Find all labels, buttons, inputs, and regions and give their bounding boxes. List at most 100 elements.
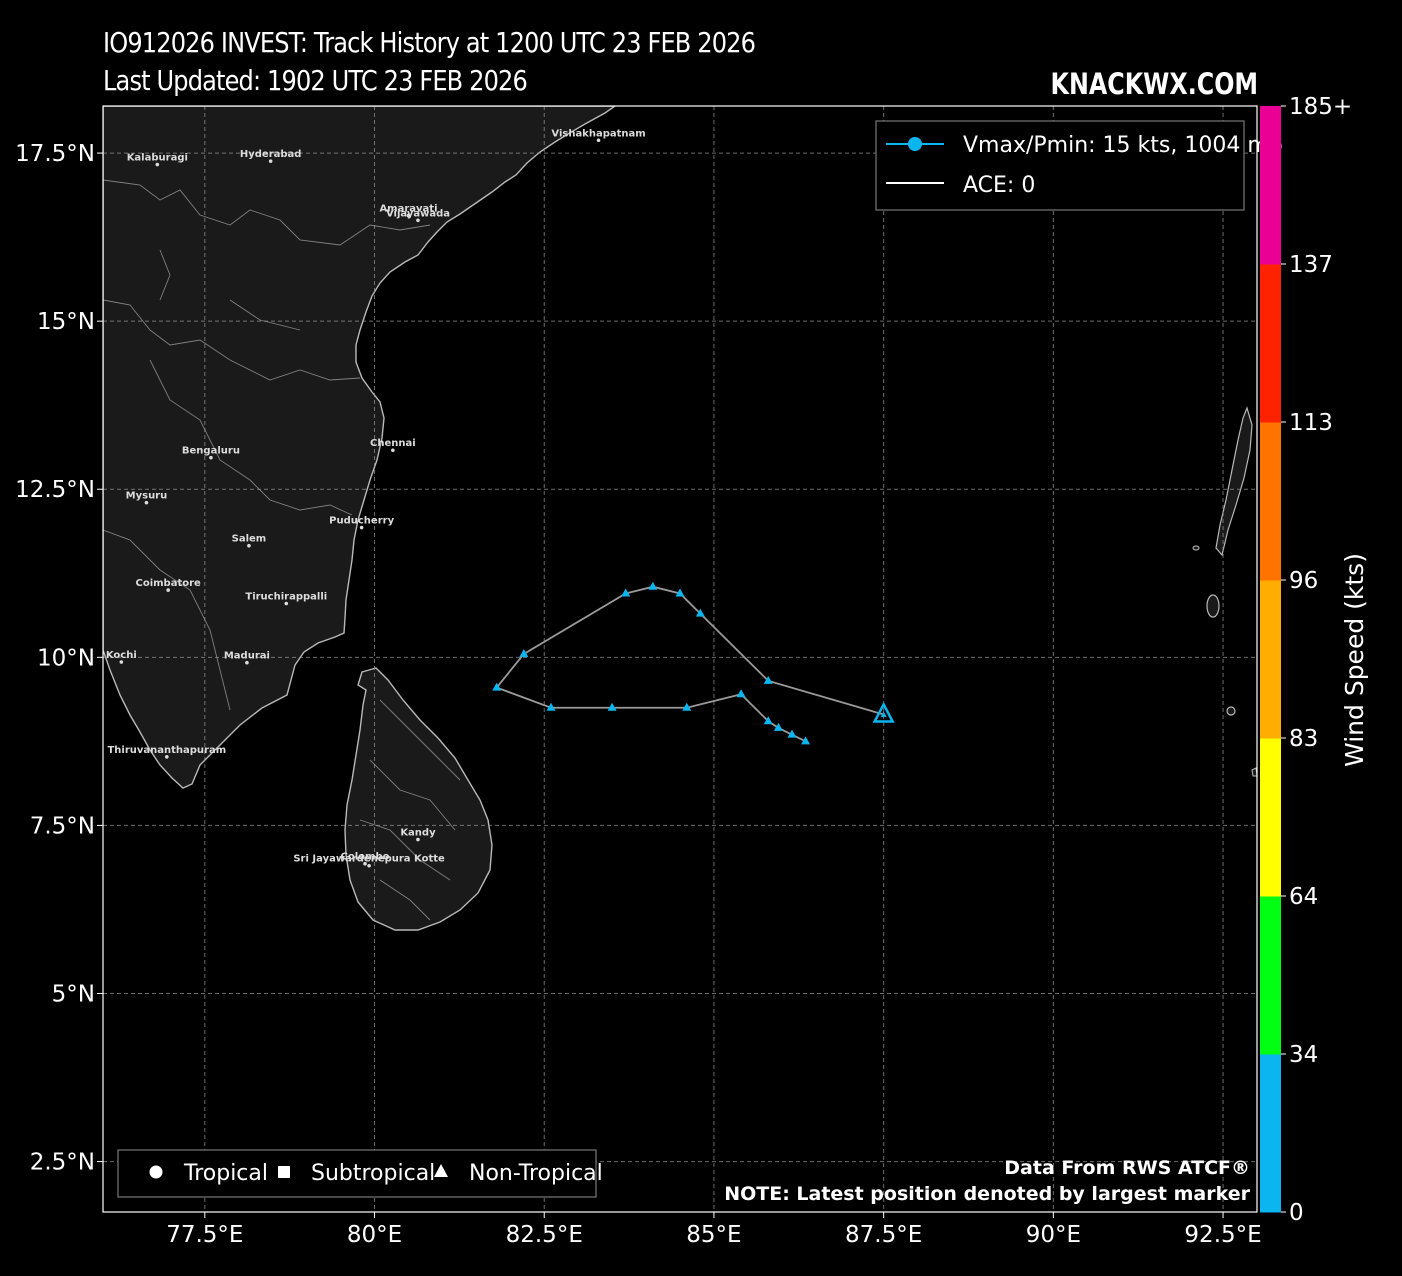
map-frame xyxy=(102,105,1258,1213)
legend-vmax-marker xyxy=(908,137,922,151)
legend-square-marker xyxy=(278,1166,290,1178)
track-point-marker xyxy=(492,682,502,691)
land-little-andaman xyxy=(1206,594,1220,618)
colorbar-tick-label: 83 xyxy=(1289,726,1318,752)
legend-nontropical-label: Non-Tropical xyxy=(469,1161,603,1186)
city-label: Coimbatore xyxy=(136,578,202,589)
land-sri-lanka xyxy=(344,667,493,931)
city-marker xyxy=(363,861,367,866)
city-label: Madurai xyxy=(224,651,270,662)
track-point-marker xyxy=(675,588,685,597)
colorbar-tick-label: 113 xyxy=(1289,410,1333,436)
y-tick-label: 7.5°N xyxy=(30,813,95,839)
city-marker xyxy=(155,162,160,167)
colorbar-segment xyxy=(1260,264,1281,423)
y-tick-label: 17.5°N xyxy=(15,141,95,167)
city-marker xyxy=(406,213,411,218)
city-label: Kochi xyxy=(106,650,137,661)
city-marker xyxy=(367,863,371,868)
city-marker xyxy=(284,601,289,606)
track-point-marker xyxy=(801,736,811,745)
y-tick-label: 10°N xyxy=(37,645,95,671)
land-andaman-islands xyxy=(1215,406,1253,557)
y-tick-label: 2.5°N xyxy=(30,1150,95,1176)
track-point-marker xyxy=(682,702,692,711)
city-label: Vishakhapatnam xyxy=(551,128,645,139)
track-point-marker xyxy=(546,702,556,711)
city-marker xyxy=(596,138,601,143)
track-point-marker xyxy=(763,716,773,725)
city-label: Hyderabad xyxy=(240,149,302,160)
land-islet xyxy=(1192,545,1200,551)
x-tick-label: 92.5°E xyxy=(1184,1222,1261,1248)
legend-circle-marker xyxy=(149,1165,163,1179)
city-marker xyxy=(119,660,124,664)
city-marker xyxy=(144,500,149,505)
city-label: Sri Jayawardenepura Kotte xyxy=(293,854,445,865)
city-label: Colombo xyxy=(341,852,390,863)
colorbar-tick-label: 96 xyxy=(1289,568,1318,594)
city-label: Thiruvananthapuram xyxy=(107,745,226,756)
legend-triangle-marker xyxy=(434,1164,448,1177)
track-point-marker xyxy=(648,581,658,590)
track-latest-marker xyxy=(872,701,895,723)
track-point-marker xyxy=(736,689,746,698)
colorbar-tick-label: 34 xyxy=(1289,1042,1318,1068)
track-point-marker xyxy=(519,648,529,657)
legend-top: Vmax/Pmin: 15 kts, 1004 mb ACE: 0 xyxy=(875,120,1283,211)
legend-top-box xyxy=(875,120,1245,211)
city-marker xyxy=(416,837,420,842)
legend-vmax-label: Vmax/Pmin: 15 kts, 1004 mb xyxy=(963,133,1283,158)
city-label: Kandy xyxy=(400,828,436,839)
chart-title: IO912026 INVEST: Track History at 1200 U… xyxy=(103,26,756,59)
colorbar-segment xyxy=(1260,422,1281,581)
x-tick-label: 80°E xyxy=(347,1222,402,1248)
track-point-marker xyxy=(763,675,773,684)
x-tick-label: 77.5°E xyxy=(166,1222,243,1248)
track-line xyxy=(495,585,884,743)
city-marker xyxy=(416,218,420,223)
colorbar-segment xyxy=(1260,580,1281,739)
legend-bottom-box xyxy=(117,1149,597,1198)
track-point-marker xyxy=(787,729,797,738)
track-point-marker xyxy=(695,608,705,617)
data-source-note: Data From RWS ATCF® xyxy=(1004,1157,1250,1179)
colorbar-tick-label: 64 xyxy=(1289,884,1318,910)
track-point-marker xyxy=(607,702,617,711)
track-point-marker xyxy=(773,722,783,731)
colorbar: 0 34 64 83 96 113 137 185+ xyxy=(1260,94,1352,1226)
city-marker xyxy=(268,159,273,163)
city-marker xyxy=(247,543,251,548)
land-nicobar-islet xyxy=(1251,767,1257,777)
x-tick-label: 85°E xyxy=(686,1222,741,1248)
x-tick-label: 90°E xyxy=(1026,1222,1081,1248)
x-tick-label: 87.5°E xyxy=(845,1222,922,1248)
chart-subtitle: Last Updated: 1902 UTC 23 FEB 2026 xyxy=(103,64,528,97)
land-india xyxy=(103,106,617,789)
city-label: Tiruchirappalli xyxy=(245,592,327,603)
legend-subtropical-label: Subtropical xyxy=(311,1161,435,1186)
colorbar-segment xyxy=(1260,896,1281,1055)
y-tick-label: 15°N xyxy=(37,309,95,335)
city-marker xyxy=(165,755,169,759)
city-label: Salem xyxy=(232,534,267,545)
city-label: Chennai xyxy=(370,438,416,449)
colorbar-label: Wind Speed (kts) xyxy=(1340,553,1369,767)
legend-ace-label: ACE: 0 xyxy=(963,173,1035,198)
brand-watermark: KNACKWX.COM xyxy=(1050,67,1258,101)
legend-bottom: Tropical Subtropical Non-Tropical xyxy=(117,1149,603,1198)
colorbar-segment xyxy=(1260,1054,1281,1213)
city-marker xyxy=(209,455,213,460)
city-label: Kalaburagi xyxy=(127,152,188,163)
colorbar-segment xyxy=(1260,738,1281,897)
city-marker xyxy=(359,525,364,530)
legend-tropical-label: Tropical xyxy=(183,1161,268,1186)
y-tick-label: 5°N xyxy=(52,981,95,1007)
colorbar-segment xyxy=(1260,106,1281,265)
colorbar-tick-label: 185+ xyxy=(1289,94,1352,120)
city-label: Mysuru xyxy=(126,491,168,502)
city-marker xyxy=(245,660,249,665)
city-label: Vijayawada xyxy=(386,208,450,219)
city-label: Bengaluru xyxy=(182,446,240,457)
